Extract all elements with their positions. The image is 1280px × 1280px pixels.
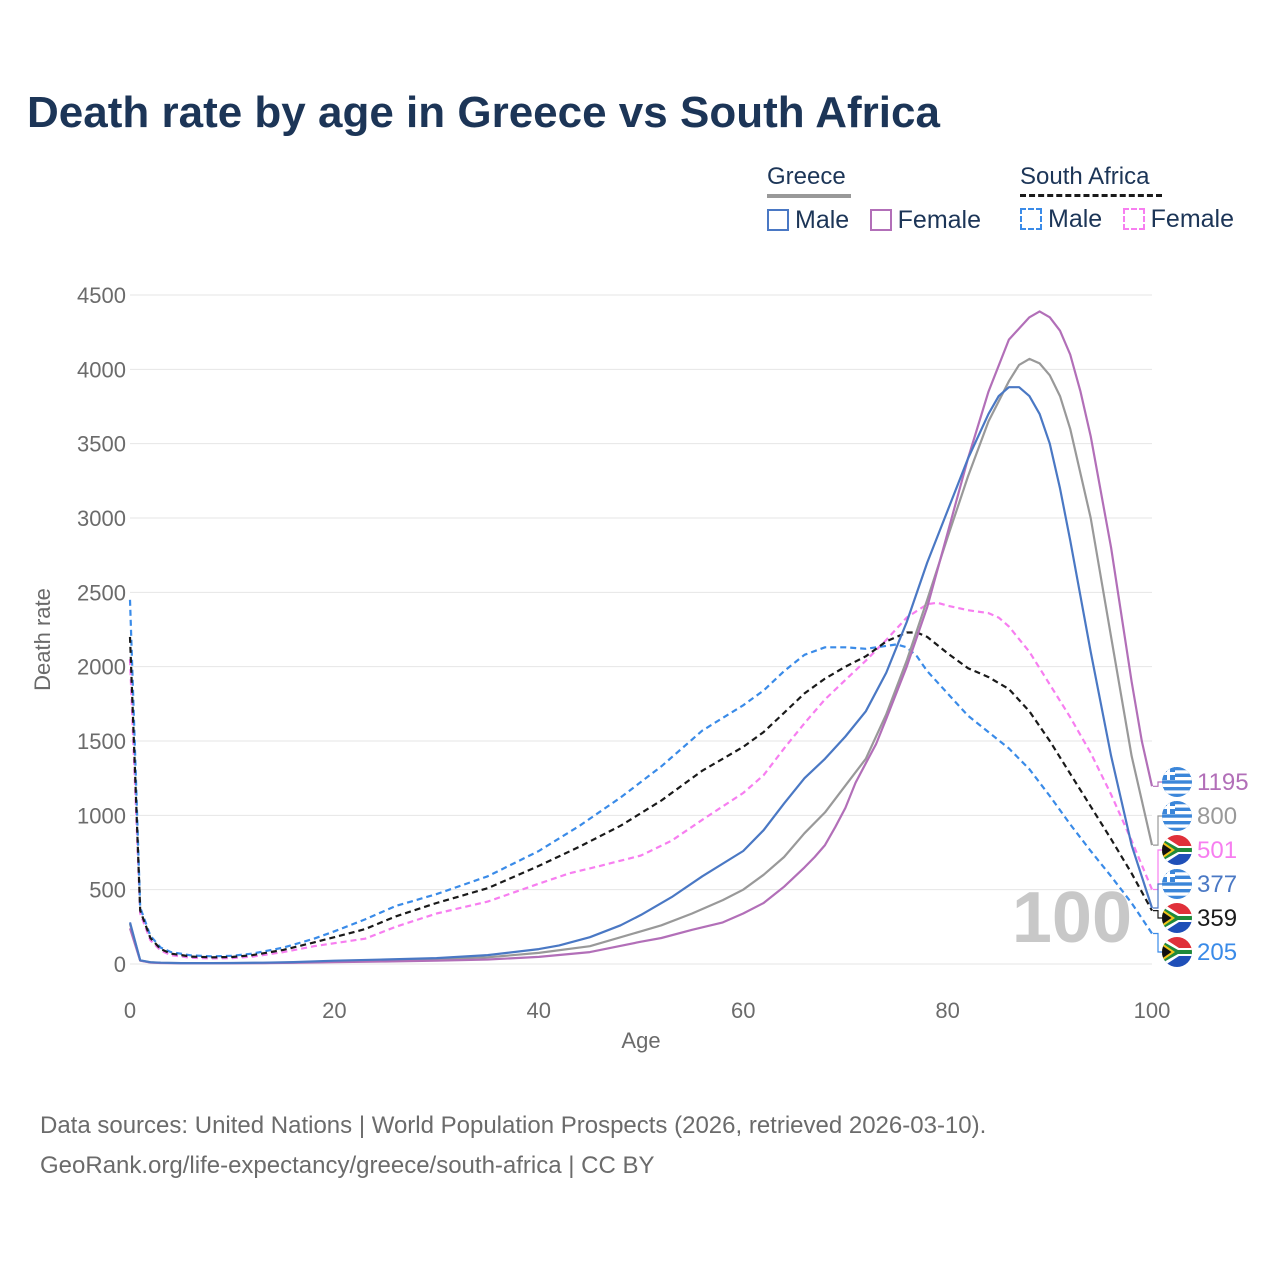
legend-sa-male-swatch bbox=[1020, 208, 1042, 230]
flag-stripe bbox=[1162, 770, 1192, 774]
end-value-label: 1195 bbox=[1197, 769, 1249, 796]
y-tick-label: 2500 bbox=[77, 580, 126, 605]
legend-south-africa-label: South Africa bbox=[1020, 163, 1150, 190]
end-value-label: 501 bbox=[1197, 837, 1237, 864]
x-tick-label: 80 bbox=[935, 998, 959, 1023]
legend-greece-line bbox=[767, 194, 851, 198]
south-africa-flag-icon bbox=[1162, 835, 1192, 865]
chart-title: Death rate by age in Greece vs South Afr… bbox=[27, 88, 940, 137]
flag-cross-h bbox=[1162, 806, 1175, 809]
x-tick-label: 60 bbox=[731, 998, 755, 1023]
x-tick-label: 40 bbox=[527, 998, 551, 1023]
flag-stripe bbox=[1162, 783, 1192, 787]
legend-sa-male[interactable]: Male bbox=[1020, 205, 1102, 234]
legend-greece-male[interactable]: Male bbox=[767, 206, 849, 235]
flag-stripe bbox=[1162, 817, 1192, 821]
flag-stripe bbox=[1162, 804, 1192, 808]
x-tick-label: 0 bbox=[124, 998, 136, 1023]
legend-south-africa-line bbox=[1020, 194, 1162, 197]
source-line-1: Data sources: United Nations | World Pop… bbox=[40, 1112, 987, 1139]
flag-green-y bbox=[1162, 941, 1192, 963]
flag-stripe bbox=[1162, 885, 1192, 889]
source-note: Data sources: United Nations | World Pop… bbox=[40, 1106, 986, 1186]
legend-greece-female[interactable]: Female bbox=[869, 206, 982, 235]
flag-cross-h bbox=[1162, 772, 1175, 775]
y-tick-label: 1500 bbox=[77, 729, 126, 754]
legend-greece-female-swatch bbox=[869, 209, 892, 231]
greece-flag-icon bbox=[1162, 801, 1192, 831]
flag-black-triangle bbox=[1162, 945, 1172, 959]
flag-stripe bbox=[1162, 892, 1192, 896]
flag-body bbox=[1162, 869, 1192, 899]
legend-greece-label: Greece bbox=[767, 163, 846, 190]
series-line-sa-female bbox=[128, 601, 1154, 960]
y-tick-label: 3000 bbox=[77, 506, 126, 531]
flag-body bbox=[1162, 801, 1192, 831]
y-tick-label: 500 bbox=[89, 878, 126, 903]
series-line-sa-male bbox=[128, 599, 1153, 958]
y-tick-label: 4000 bbox=[77, 357, 126, 382]
source-line-2: GeoRank.org/life-expectancy/greece/south… bbox=[40, 1152, 655, 1179]
flag-stripe bbox=[1162, 777, 1192, 781]
flag-body bbox=[1162, 767, 1192, 797]
flag-stripe bbox=[1162, 790, 1192, 794]
flag-body bbox=[1162, 903, 1192, 933]
legend-south-africa: South Africa Male Female bbox=[1020, 163, 1234, 234]
flag-cross-h bbox=[1162, 874, 1175, 877]
flag-stripe bbox=[1162, 824, 1192, 828]
legend-greece-male-label: Male bbox=[795, 206, 850, 234]
end-value-label: 205 bbox=[1197, 939, 1237, 966]
y-tick-label: 3500 bbox=[77, 432, 126, 457]
flag-stripe bbox=[1162, 879, 1192, 883]
series-line-greece-male bbox=[128, 386, 1154, 965]
flag-body bbox=[1162, 937, 1192, 967]
greece-flag-icon bbox=[1162, 869, 1192, 899]
south-africa-flag-icon bbox=[1162, 903, 1192, 933]
x-tick-label: 100 bbox=[1134, 998, 1171, 1023]
flag-green-y bbox=[1162, 907, 1192, 929]
legend-sa-female[interactable]: Female bbox=[1122, 205, 1235, 234]
y-tick-label: 0 bbox=[114, 952, 126, 977]
legend-sa-male-label: Male bbox=[1048, 205, 1103, 233]
legend-greece-male-swatch bbox=[767, 209, 789, 231]
x-tick-label: 20 bbox=[322, 998, 346, 1023]
y-axis-title: Death rate bbox=[30, 588, 55, 691]
flag-stripe bbox=[1162, 811, 1192, 815]
legend-sa-female-swatch bbox=[1122, 208, 1145, 230]
end-value-label: 377 bbox=[1197, 871, 1237, 898]
greece-flag-icon bbox=[1162, 767, 1192, 797]
line-chart: 0 500 1000 1500 2000 2500 3000 3500 4000 4500 0 20 4… bbox=[30, 283, 1249, 1053]
x-axis-title: Age bbox=[621, 1028, 660, 1053]
series-line-sa-total bbox=[128, 631, 1153, 959]
flag-body bbox=[1162, 835, 1192, 865]
series-line-greece-total bbox=[128, 357, 1154, 965]
legend-greece: Greece Male Female bbox=[767, 163, 981, 235]
year-watermark: 100 bbox=[1012, 878, 1132, 958]
flag-green-y bbox=[1162, 839, 1192, 861]
y-tick-label: 1000 bbox=[77, 803, 126, 828]
end-value-label: 800 bbox=[1197, 803, 1237, 830]
flag-black-triangle bbox=[1162, 911, 1172, 925]
flag-stripe bbox=[1162, 872, 1192, 876]
legend-greece-female-label: Female bbox=[897, 206, 982, 234]
legend-sa-female-label: Female bbox=[1150, 205, 1235, 233]
series-line-greece-female bbox=[128, 310, 1154, 965]
y-tick-label: 4500 bbox=[77, 283, 126, 308]
end-value-label: 359 bbox=[1197, 905, 1237, 932]
flag-black-triangle bbox=[1162, 843, 1172, 857]
south-africa-flag-icon bbox=[1162, 937, 1192, 967]
y-tick-label: 2000 bbox=[77, 655, 126, 680]
